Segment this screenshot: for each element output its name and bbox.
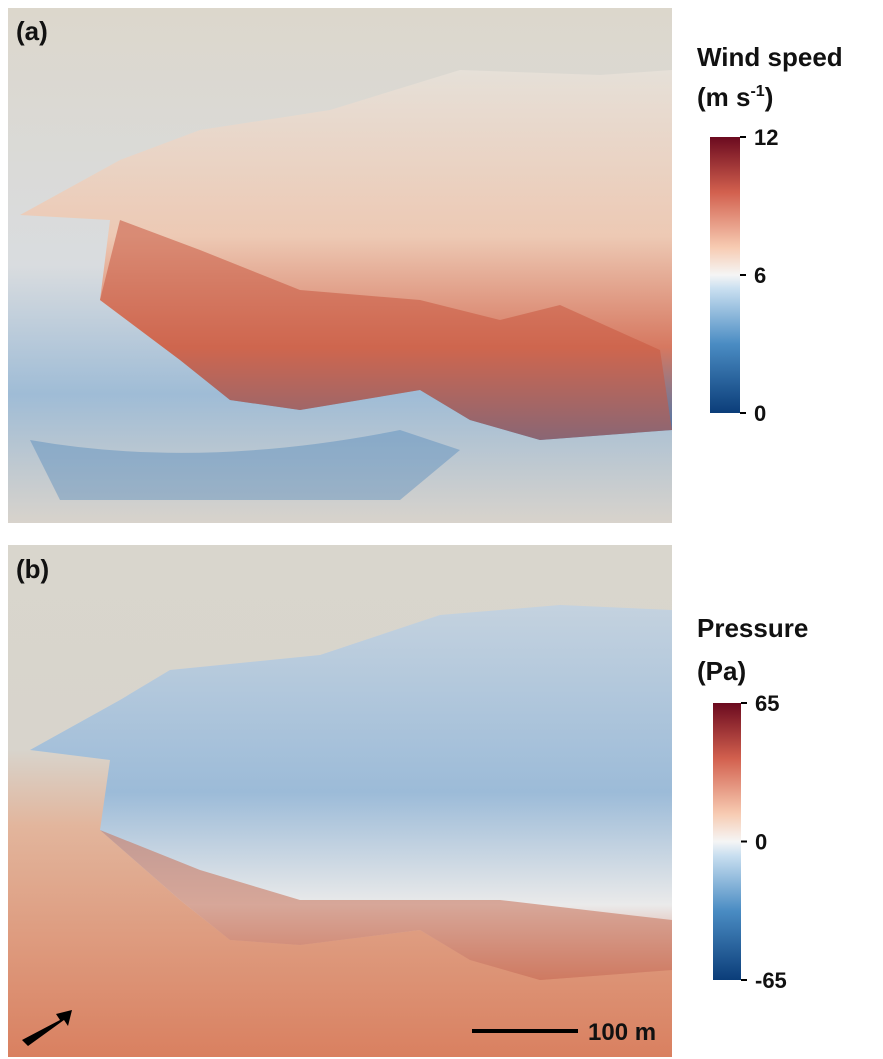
cliff-b — [100, 830, 672, 980]
colorbar-tick-label: 65 — [755, 691, 779, 716]
wind-arrow — [22, 1010, 72, 1046]
scale-bar-label: 100 m — [588, 1019, 656, 1046]
colorbar-tick-label: 0 — [754, 401, 766, 426]
panel-label: (a) — [16, 16, 48, 46]
panel-label: (b) — [16, 554, 49, 584]
colorbar-unit: (Pa) — [697, 656, 746, 686]
colorbar — [713, 703, 741, 980]
unit-text: (m s — [697, 82, 750, 112]
colorbar-tick-label: 12 — [754, 125, 778, 150]
wake-a — [30, 430, 460, 500]
colorbar-title: Wind speed — [697, 42, 843, 72]
colorbar-unit: (m s-1) — [697, 82, 773, 112]
windward-edge-a — [100, 220, 672, 440]
unit-text: (Pa) — [697, 656, 746, 686]
colorbar — [710, 137, 740, 413]
unit-tail: ) — [765, 82, 774, 112]
colorbar-tick-label: -65 — [755, 968, 787, 993]
colorbar-tick-label: 6 — [754, 263, 766, 288]
colorbar-tick-label: 0 — [755, 830, 767, 855]
unit-superscript: -1 — [750, 83, 764, 100]
colorbar-title: Pressure — [697, 613, 808, 643]
